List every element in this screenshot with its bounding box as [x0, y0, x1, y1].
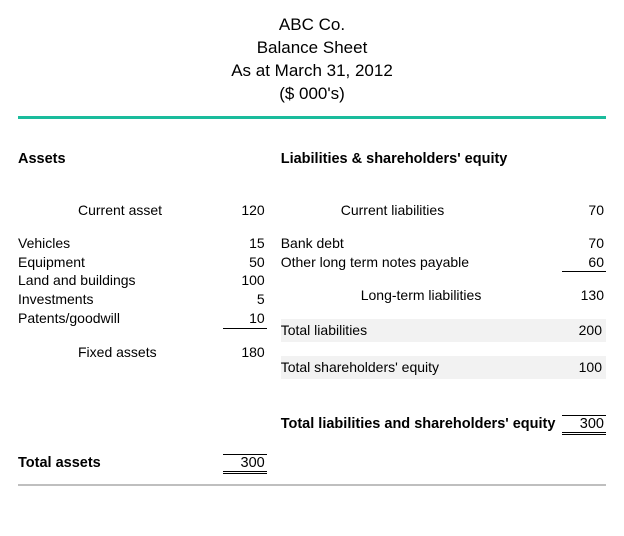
lt-item-row: Bank debt 70: [281, 234, 606, 253]
lt-subtotal-row: Long-term liabilities 130: [281, 286, 606, 305]
lt-item-value: 60: [562, 253, 606, 273]
fixed-item-label: Investments: [18, 290, 223, 309]
lt-item-row: Other long term notes payable 60: [281, 253, 606, 273]
grand-total-row: Total liabilities and shareholders' equi…: [281, 415, 606, 435]
lt-item-label: Bank debt: [281, 234, 562, 253]
total-liabilities-row: Total liabilities 200: [281, 319, 606, 342]
fixed-item-row: Vehicles 15: [18, 234, 267, 253]
report-header: ABC Co. Balance Sheet As at March 31, 20…: [18, 14, 606, 114]
total-liabilities-label: Total liabilities: [281, 321, 560, 340]
fixed-assets-subtotal-row: Fixed assets 180: [18, 343, 267, 362]
lt-subtotal-label: Long-term liabilities: [281, 286, 562, 305]
footer-rule: [18, 484, 606, 486]
total-equity-label: Total shareholders' equity: [281, 358, 560, 377]
units-note: ($ 000's): [18, 83, 606, 106]
fixed-item-label: Equipment: [18, 253, 223, 272]
fixed-assets-label: Fixed assets: [18, 343, 223, 362]
lt-subtotal-value: 130: [562, 286, 606, 305]
total-assets-label: Total assets: [18, 455, 101, 471]
fixed-item-label: Patents/goodwill: [18, 309, 223, 328]
current-liab-label: Current liabilities: [281, 201, 562, 220]
current-asset-value: 120: [223, 201, 267, 220]
lt-item-value: 70: [562, 234, 606, 253]
report-title: Balance Sheet: [18, 37, 606, 60]
current-asset-label: Current asset: [18, 201, 223, 220]
total-equity-row: Total shareholders' equity 100: [281, 356, 606, 379]
fixed-item-label: Vehicles: [18, 234, 223, 253]
as-of-date: As at March 31, 2012: [18, 60, 606, 83]
total-assets-row: Total assets 300: [18, 454, 267, 474]
balance-sheet-body: Assets Current asset 120 Vehicles 15 Equ…: [18, 151, 606, 474]
assets-column: Assets Current asset 120 Vehicles 15 Equ…: [18, 151, 277, 474]
total-assets-value: 300: [223, 454, 267, 474]
fixed-item-value: 50: [223, 253, 267, 272]
current-liab-value: 70: [562, 201, 606, 220]
fixed-item-row: Investments 5: [18, 290, 267, 309]
header-rule: [18, 116, 606, 119]
fixed-item-row: Patents/goodwill 10: [18, 309, 267, 329]
fixed-item-value: 5: [223, 290, 267, 309]
fixed-item-value: 10: [223, 309, 267, 329]
fixed-assets-value: 180: [223, 343, 267, 362]
fixed-item-value: 15: [223, 234, 267, 253]
current-liab-row: Current liabilities 70: [281, 201, 606, 220]
lt-item-label: Other long term notes payable: [281, 253, 562, 272]
company-name: ABC Co.: [18, 14, 606, 37]
liabilities-heading: Liabilities & shareholders' equity: [281, 151, 606, 167]
fixed-item-row: Equipment 50: [18, 253, 267, 272]
assets-heading: Assets: [18, 151, 267, 167]
fixed-item-value: 100: [223, 271, 267, 290]
total-equity-value: 100: [560, 358, 604, 377]
fixed-item-label: Land and buildings: [18, 271, 223, 290]
total-liabilities-value: 200: [560, 321, 604, 340]
liabilities-column: Liabilities & shareholders' equity Curre…: [277, 151, 606, 474]
current-asset-row: Current asset 120: [18, 201, 267, 220]
grand-total-label: Total liabilities and shareholders' equi…: [281, 416, 556, 432]
grand-total-value: 300: [562, 415, 606, 435]
fixed-item-row: Land and buildings 100: [18, 271, 267, 290]
